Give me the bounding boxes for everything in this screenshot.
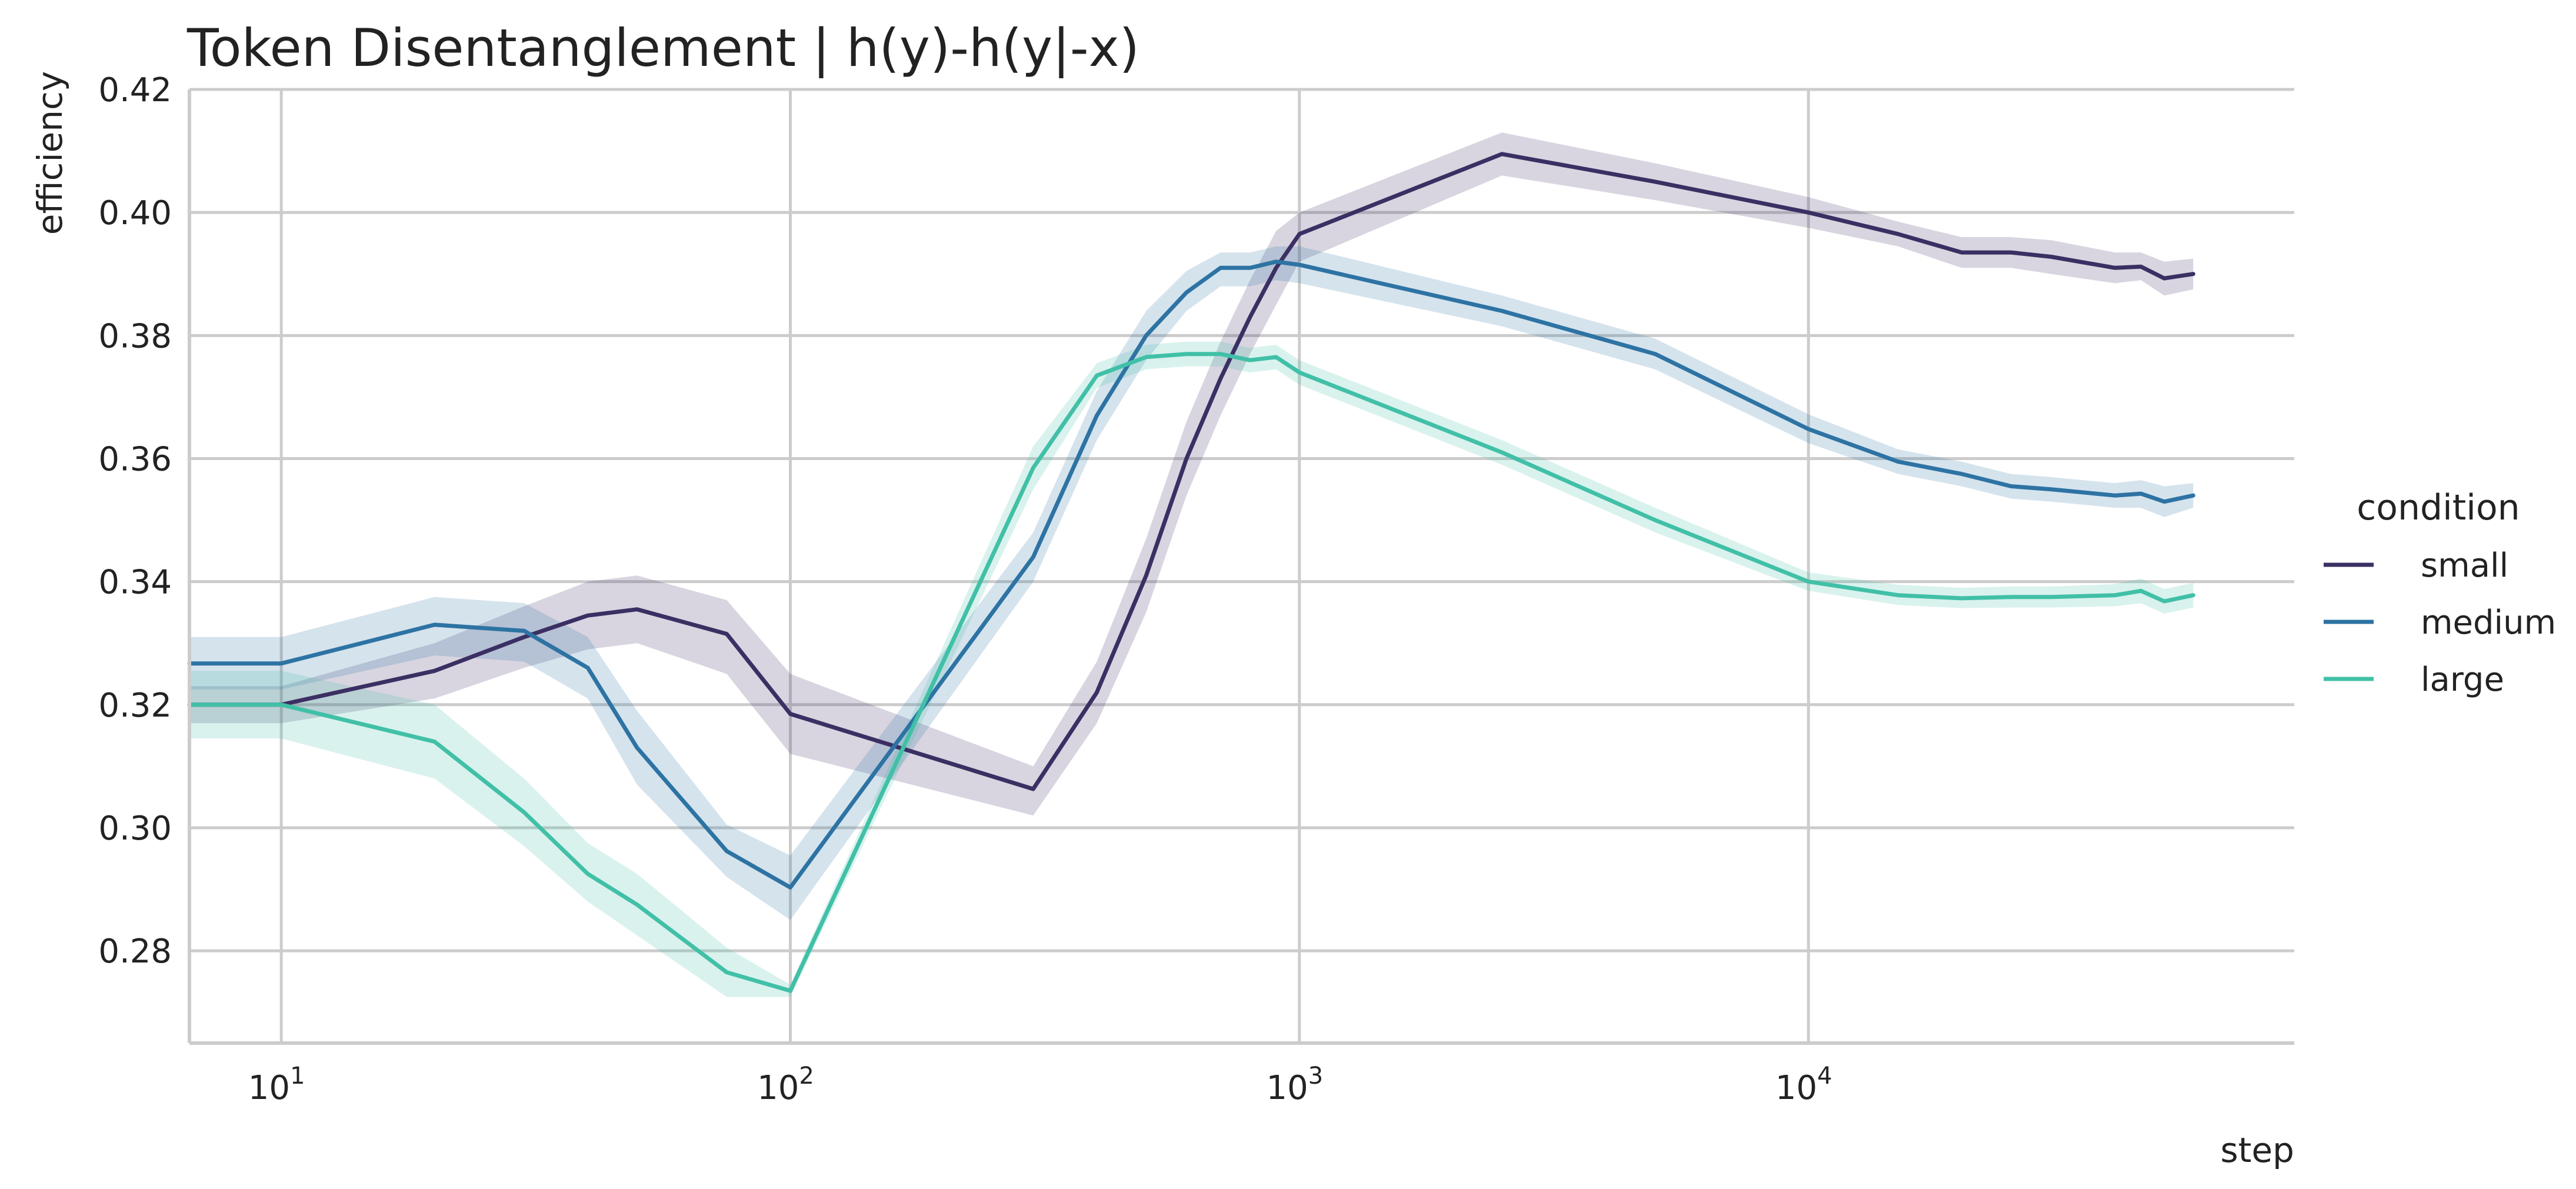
legend-label-large: large: [2421, 661, 2504, 699]
line-medium: [187, 259, 2195, 890]
y-tick-labels: 0.28 0.30 0.32 0.34 0.36 0.38 0.40 0.42: [98, 71, 172, 971]
y-tick-label: 0.38: [98, 317, 172, 355]
series-lines: [187, 152, 2195, 993]
chart-title: Token Disentanglement | h(y)-h(y|-x): [186, 18, 1139, 79]
y-axis-label: efficiency: [30, 71, 70, 235]
line-small: [187, 152, 2195, 791]
y-tick-label: 0.42: [98, 71, 172, 109]
x-tick-label: 101: [248, 1063, 305, 1107]
legend: condition small medium large: [2324, 487, 2556, 699]
x-tick-label: 103: [1267, 1063, 1324, 1107]
y-tick-label: 0.28: [98, 932, 172, 971]
y-tick-label: 0.32: [98, 687, 172, 725]
x-tick-label: 102: [757, 1063, 814, 1107]
legend-items: small medium large: [2324, 547, 2556, 699]
legend-title: condition: [2357, 487, 2520, 528]
legend-label-medium: medium: [2421, 604, 2556, 642]
x-tick-label: 104: [1775, 1063, 1832, 1107]
x-tick-labels: 101 102 103 104: [248, 1063, 1832, 1107]
y-tick-label: 0.36: [98, 440, 172, 478]
y-tick-label: 0.30: [98, 810, 172, 848]
band-small: [189, 132, 2194, 816]
line-large: [187, 352, 2195, 993]
grid-lines: [189, 88, 2294, 1043]
axes: [188, 89, 2294, 1045]
legend-label-small: small: [2421, 547, 2508, 585]
x-axis-label: step: [2221, 1130, 2294, 1170]
confidence-bands: [189, 132, 2194, 997]
y-tick-label: 0.34: [98, 564, 172, 602]
y-tick-label: 0.40: [98, 194, 172, 232]
